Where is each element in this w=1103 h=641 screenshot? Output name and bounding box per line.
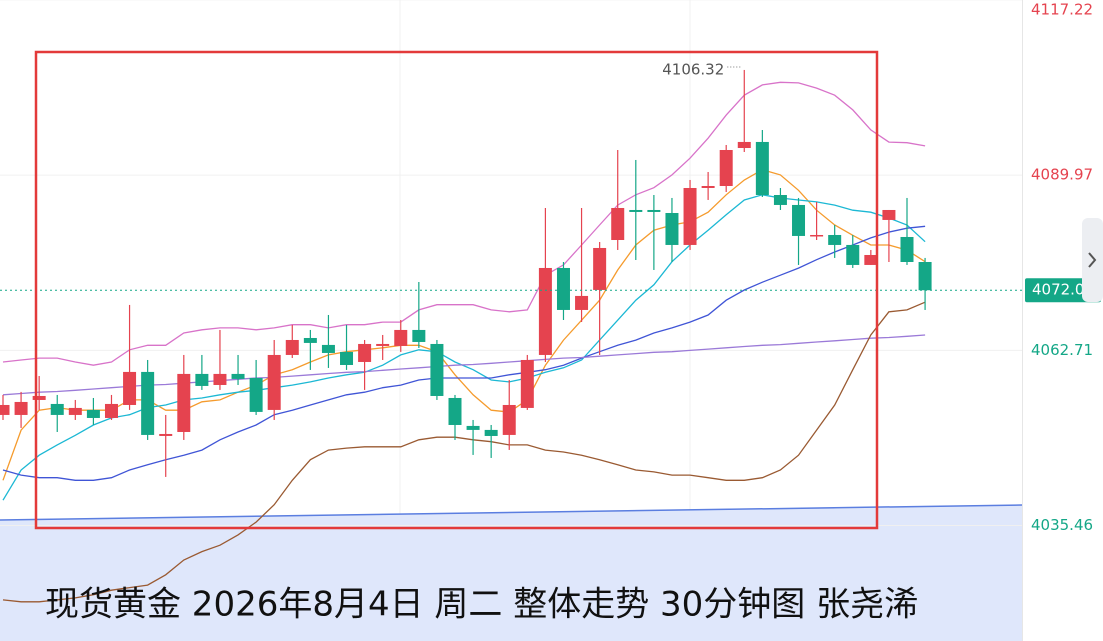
y-tick-label: 4062.71 (1031, 341, 1093, 359)
candle-body (593, 247, 607, 290)
candle-body (285, 339, 299, 355)
candle-body (538, 267, 552, 355)
candle-body (123, 371, 137, 405)
candle-body (159, 433, 173, 436)
candle-body (68, 407, 82, 415)
chevron-icon[interactable] (1088, 252, 1097, 268)
candle-body (177, 373, 191, 432)
candle-body (104, 403, 118, 418)
candle-body (213, 373, 227, 385)
candle-body (0, 404, 10, 415)
candle-body (846, 244, 860, 265)
last-price-label: 4072.06 (1032, 281, 1094, 299)
candle-body (321, 344, 335, 353)
candle-body (918, 261, 932, 291)
indicator-line (2, 194, 926, 501)
candle-body (484, 429, 498, 436)
candle-body (231, 373, 245, 379)
candle-body (195, 373, 209, 386)
candle-body (629, 209, 643, 212)
shaded-zone (0, 505, 1022, 641)
candle-body (303, 337, 317, 343)
candle-body (647, 209, 661, 212)
candle-body (376, 343, 390, 346)
y-tick-label: 4035.46 (1031, 516, 1093, 534)
candle-body (412, 329, 426, 342)
candle-body (900, 236, 914, 262)
candle-body (864, 254, 878, 265)
candle-body (683, 187, 697, 245)
candle-body (665, 213, 679, 245)
candle-body (575, 295, 589, 310)
candle-body (86, 409, 100, 418)
candle-body (882, 209, 896, 220)
candle-body (755, 141, 769, 196)
candle-body (828, 234, 842, 245)
candle-body (141, 371, 155, 435)
candle-body (50, 403, 64, 415)
indicator-line (2, 168, 926, 481)
high-annotation: 4106.32 (662, 60, 724, 78)
candle-body (430, 343, 444, 396)
candle-body (737, 141, 751, 149)
candle-body (14, 401, 28, 415)
y-tick-label: 4117.22 (1031, 1, 1093, 19)
candle-body (556, 267, 570, 310)
nav-button-bg[interactable] (1082, 218, 1103, 302)
candle-body (394, 329, 408, 346)
candle-body (358, 343, 372, 362)
candle-body (249, 377, 263, 412)
chart-caption: 现货黄金 2026年8月4日 周二 整体走势 30分钟图 张尧浠 (45, 585, 918, 625)
candle-body (611, 207, 625, 241)
candle-body (773, 195, 787, 205)
candle-body (502, 404, 516, 435)
candle-body (520, 359, 534, 408)
candle-body (701, 185, 715, 188)
candle-body (466, 425, 480, 430)
y-tick-label: 4089.97 (1031, 166, 1093, 184)
candle-body (810, 234, 824, 237)
indicator-line (2, 301, 926, 603)
candle-body (792, 204, 806, 236)
candle-body (267, 354, 281, 410)
price-axis (1022, 0, 1103, 641)
indicator-line (2, 225, 926, 481)
indicator-line (2, 81, 926, 366)
trend-line (0, 504, 1023, 521)
highlight-box (34, 50, 879, 530)
candle-body (719, 149, 733, 186)
plot-area: 4106.32 (0, 0, 1022, 603)
candle-body (340, 351, 354, 365)
candle-body (448, 397, 462, 425)
axis-labels: 4117.22 4089.97 4062.71 4035.46 (1031, 1, 1093, 535)
candle-body (32, 395, 46, 400)
nav-button[interactable] (1082, 218, 1103, 302)
indicator-line (2, 334, 926, 396)
